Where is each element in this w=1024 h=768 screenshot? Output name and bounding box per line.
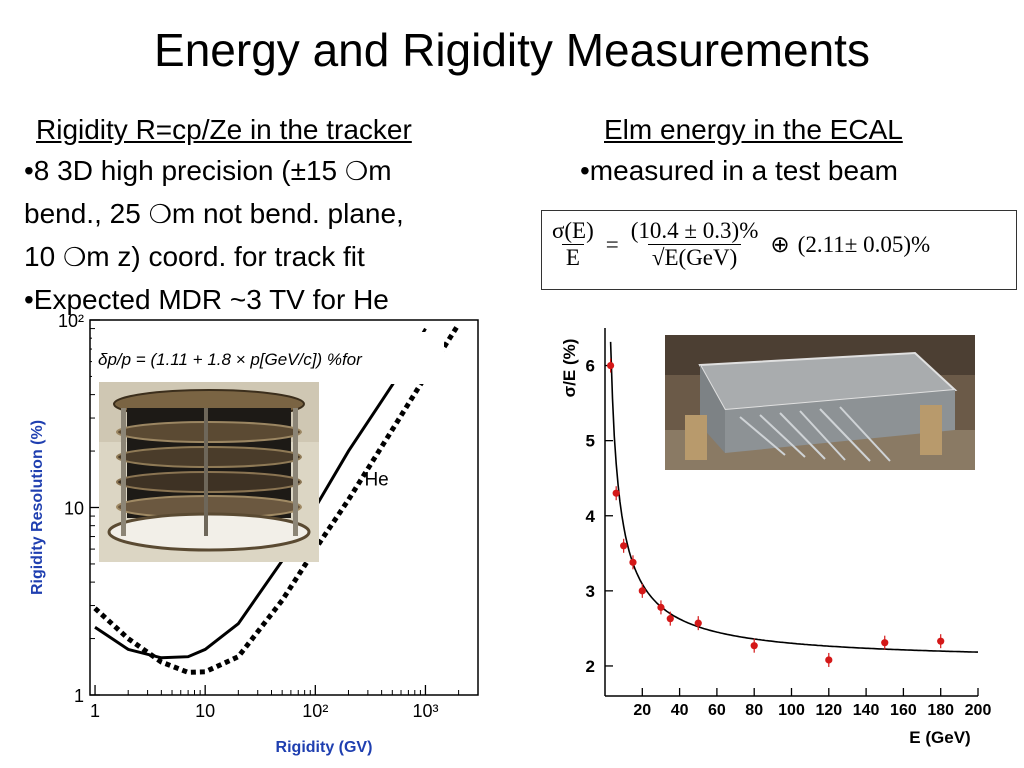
formula-equals: = <box>605 231 619 257</box>
series-line-he <box>93 322 461 675</box>
data-point <box>606 361 615 370</box>
x-axis-title: Rigidity (GV) <box>276 739 373 756</box>
x-tick-label: 160 <box>890 702 917 719</box>
y-tick-label: 5 <box>586 432 595 451</box>
x-tick-label: 140 <box>853 702 880 719</box>
y-tick-label: 4 <box>586 507 596 526</box>
data-point <box>937 637 945 645</box>
formula-oplus-icon: ⊕ <box>770 231 790 257</box>
y-axis-title: Rigidity Resolution (%) <box>29 420 46 595</box>
data-point <box>694 619 702 627</box>
ecal-photo <box>665 335 975 470</box>
fit-curve <box>609 341 978 653</box>
mu-glyph-icon: ❍ <box>62 243 87 273</box>
slide-title: Energy and Rigidity Measurements <box>154 24 870 76</box>
x-tick-label: 200 <box>965 702 992 719</box>
formula-lhs-denominator: E <box>561 244 584 271</box>
y-tick-label: 1 <box>74 686 84 706</box>
data-point <box>629 558 637 566</box>
formula-rhs-fraction: (10.4 ± 0.3)% √E(GeV) <box>627 218 763 271</box>
annotation-text: δp/p = (1.11 + 1.8 × p[GeV/c]) %for <box>98 350 363 369</box>
annotation-background <box>92 332 444 384</box>
y-tick-label: 6 <box>586 357 595 376</box>
x-tick-label: 1 <box>90 701 100 721</box>
y-tick-label: 10 <box>64 499 84 519</box>
x-tick-label: 80 <box>745 702 763 719</box>
x-tick-label: 100 <box>778 702 805 719</box>
tracker-photo <box>99 382 319 562</box>
data-point <box>750 642 758 650</box>
ecal-bullets: •measured in a test beam <box>580 150 898 191</box>
x-tick-label: 10 <box>195 701 215 721</box>
formula-lhs-numerator: σ(E) <box>552 218 594 243</box>
resolution-annotation: δp/p = (1.11 + 1.8 × p[GeV/c]) %for <box>92 332 444 384</box>
formula-rhs-denominator: √E(GeV) <box>647 244 742 271</box>
tracker-bullet-2: •Expected MDR ~3 TV for He <box>24 284 389 315</box>
tracker-bullet-1-line-1: •8 3D high precision (±15 ❍m <box>24 155 392 187</box>
tracker-bullet-1-line-3: 10 ❍m z) coord. for track fit <box>24 241 365 273</box>
data-point <box>657 603 665 611</box>
x-tick-label: 40 <box>671 702 689 719</box>
y-axis-title: σ/E (%) <box>560 339 579 398</box>
tracker-heading: Rigidity R=cp/Ze in the tracker <box>36 114 412 145</box>
ecal-energy-resolution-chart: 2 3 4 5 6 20 40 60 80 100 120 140 160 180 200 E (GeV) σ/… <box>560 328 992 747</box>
x-tick-label: 120 <box>815 702 842 719</box>
ecal-bullet-1: •measured in a test beam <box>580 155 898 186</box>
data-point <box>825 656 833 664</box>
formula-rhs-numerator: (10.4 ± 0.3)% <box>630 218 759 243</box>
mu-glyph-icon: ❍ <box>148 200 172 230</box>
data-point <box>881 639 889 647</box>
x-tick-label: 10² <box>302 701 328 721</box>
ecal-resolution-formula: σ(E) E = (10.4 ± 0.3)% √E(GeV) ⊕ (2.11± … <box>541 210 1017 290</box>
tracker-bullets: •8 3D high precision (±15 ❍m bend., 25 ❍… <box>24 150 404 320</box>
x-tick-label: 10³ <box>412 701 438 721</box>
x-tick-label: 20 <box>633 702 651 719</box>
y-tick-label: 3 <box>586 582 595 601</box>
data-point <box>666 615 674 623</box>
data-point <box>638 587 646 595</box>
x-tick-label: 60 <box>708 702 726 719</box>
x-tick-label: 180 <box>927 702 954 719</box>
y-tick-label: 10² <box>58 311 84 331</box>
ecal-heading: Elm energy in the ECAL <box>604 114 903 145</box>
data-point <box>612 489 620 497</box>
data-point <box>620 542 628 550</box>
mu-glyph-icon: ❍ <box>344 157 369 187</box>
tracker-bullet-1-line-2: bend., 25 ❍m not bend. plane, <box>24 198 404 230</box>
rigidity-resolution-chart: 1 10 10² 1 10 10² 10³ Rigidity (GV) Rigidity Re… <box>29 311 479 756</box>
x-axis-title: E (GeV) <box>909 728 970 747</box>
y-tick-label: 2 <box>586 657 595 676</box>
formula-constant-term: (2.11± 0.05)% <box>797 231 931 257</box>
series-label-he: He <box>364 470 388 491</box>
formula-lhs-fraction: σ(E) E <box>548 218 598 271</box>
